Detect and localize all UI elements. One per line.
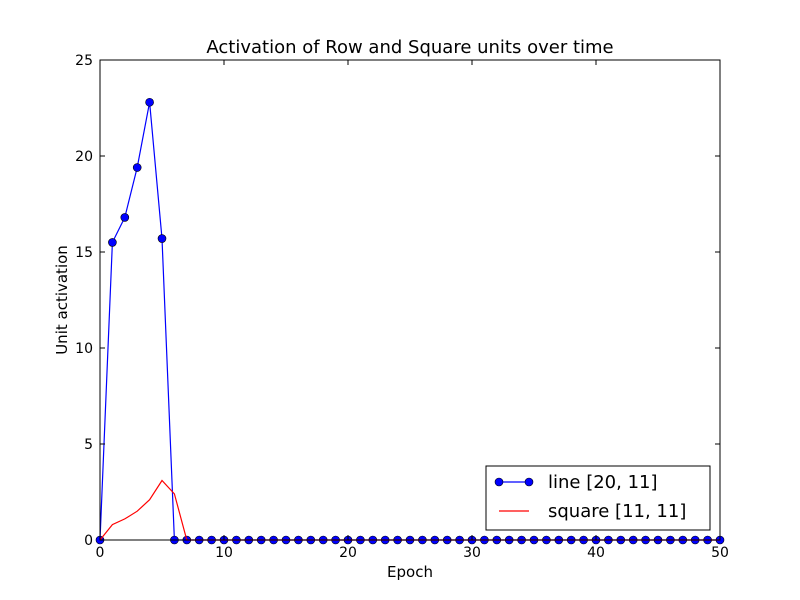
chart-title: Activation of Row and Square units over … (206, 37, 613, 58)
y-tick-label: 10 (75, 341, 93, 357)
legend-label-0: line [20, 11] (548, 472, 658, 493)
x-tick-label: 50 (711, 545, 729, 561)
legend-marker-0b (524, 477, 534, 487)
series-0-point (120, 213, 130, 222)
x-axis-label: Epoch (387, 563, 433, 581)
series-0-point (145, 97, 154, 107)
legend-marker-0 (494, 477, 504, 487)
x-tick-label: 30 (463, 545, 481, 561)
series-0-point (157, 234, 167, 243)
legend: line [20, 11] square [11, 11] (485, 465, 711, 531)
x-tick-label: 40 (587, 545, 605, 561)
y-tick-label: 0 (84, 533, 93, 549)
tick-layer: 0 10 20 30 40 50 0 5 10 15 20 25 (75, 53, 729, 561)
y-tick-label: 20 (75, 149, 93, 165)
legend-label-1: square [11, 11] (548, 501, 686, 522)
y-tick-label: 15 (75, 245, 93, 261)
y-tick-label: 5 (84, 437, 93, 453)
legend-box (485, 465, 711, 531)
series-0-point (132, 163, 142, 172)
plot-frame (99, 59, 721, 541)
x-tick-label: 0 (96, 545, 105, 561)
x-tick-label: 10 (215, 545, 233, 561)
x-tick-label: 20 (339, 545, 357, 561)
y-axis-label: Unit activation (53, 245, 71, 355)
series-0-point (108, 238, 117, 247)
y-tick-label: 25 (75, 53, 93, 69)
